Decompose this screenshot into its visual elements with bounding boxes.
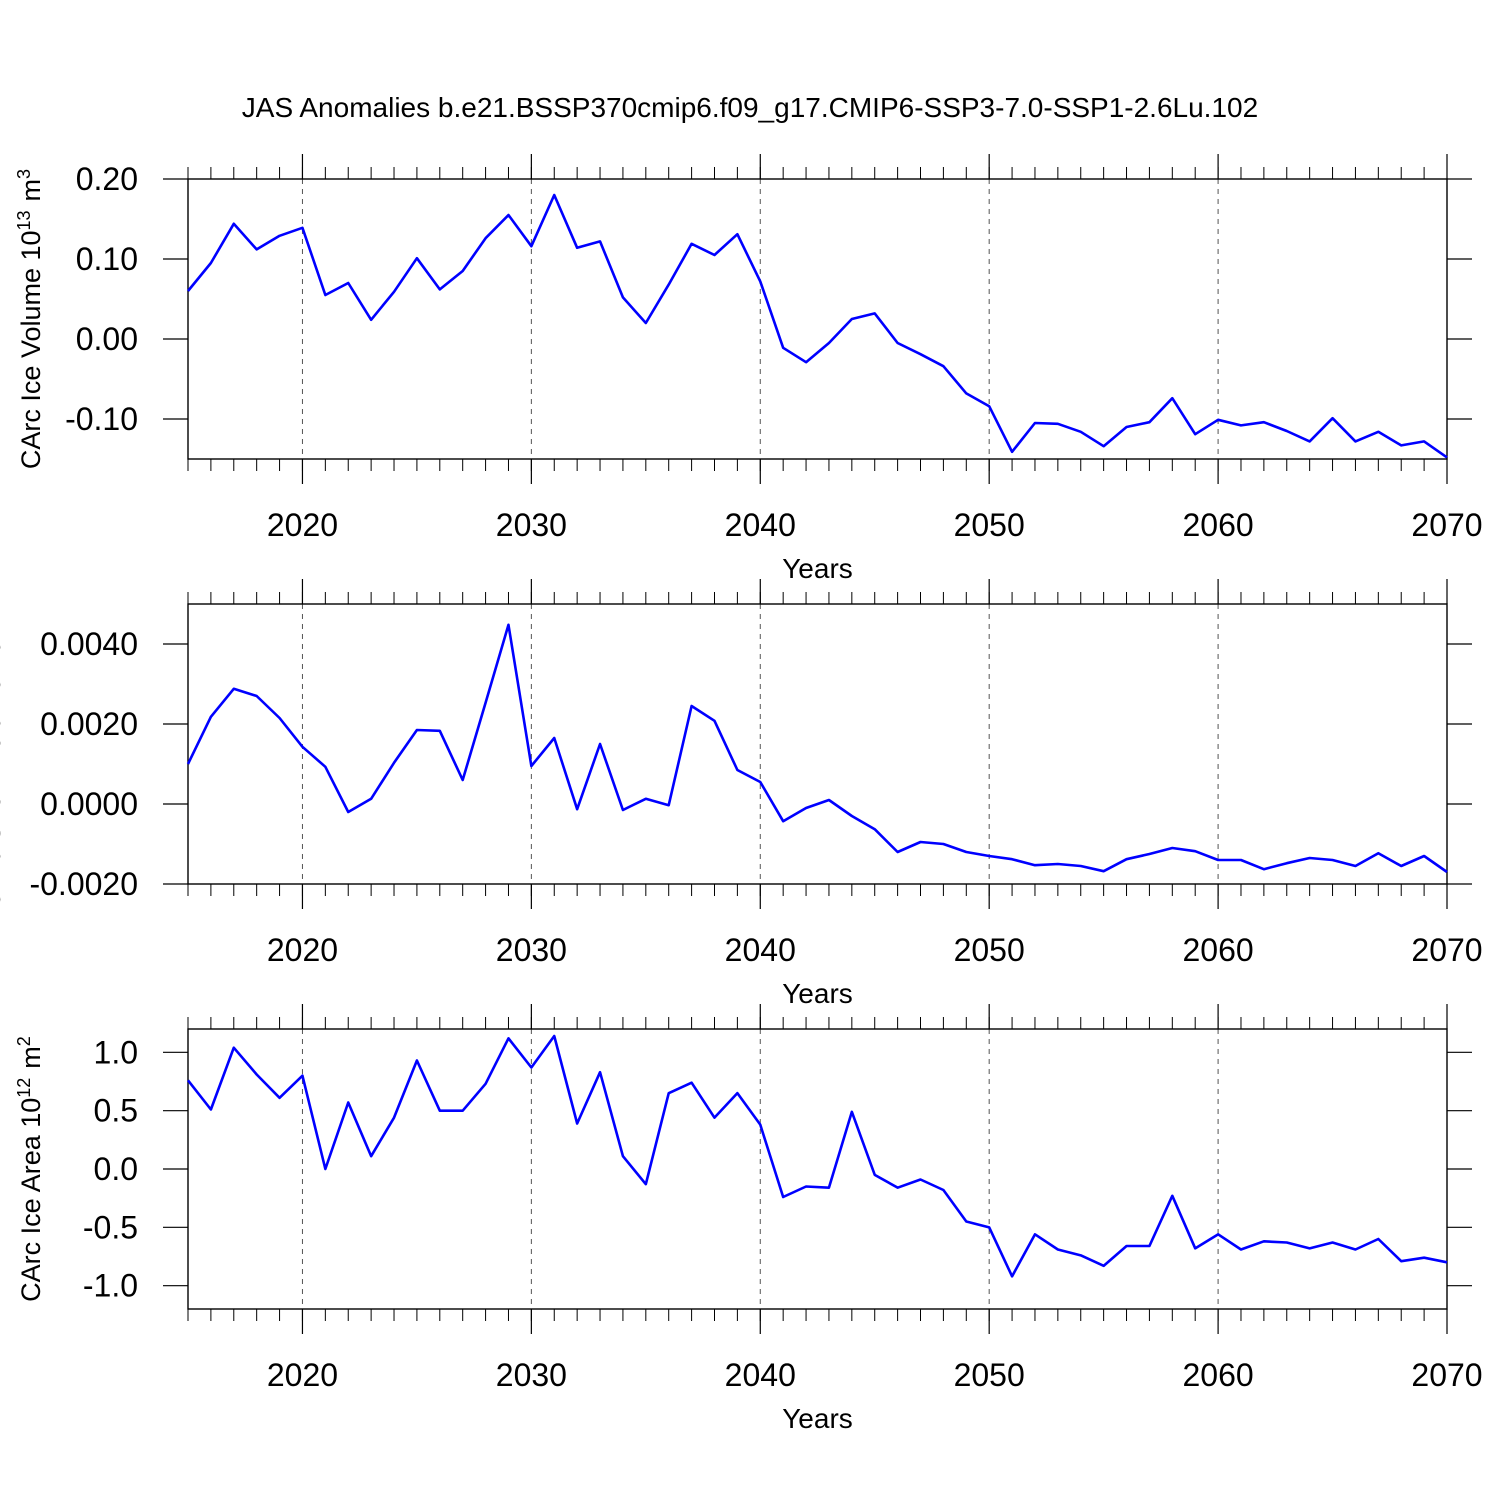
x-axis-label: Years bbox=[782, 553, 853, 584]
y-axis-label: CArc Ice Volume 1013 m3 bbox=[14, 169, 46, 469]
x-tick-label: 2020 bbox=[267, 507, 338, 543]
x-axis-label: Years bbox=[782, 978, 853, 1009]
x-tick-label: 2020 bbox=[267, 932, 338, 968]
plot-frame bbox=[187, 1028, 1448, 1310]
y-label-text: m bbox=[0, 588, 6, 611]
x-tick-label: 2030 bbox=[496, 932, 567, 968]
x-tick-label: 2050 bbox=[954, 1357, 1025, 1393]
y-label-text: CArc Ice Area 10 bbox=[16, 1098, 46, 1302]
plot-frame bbox=[187, 178, 1448, 460]
x-tick-label: 2070 bbox=[1411, 507, 1482, 543]
x-tick-label: 2040 bbox=[725, 1357, 796, 1393]
x-tick-label: 2030 bbox=[496, 1357, 567, 1393]
y-axis-label: CArc Snow Volume 1013m3 bbox=[0, 578, 6, 910]
y-label-text: CArc Snow Volume 10 bbox=[0, 640, 6, 910]
y-tick-label: -1.0 bbox=[83, 1268, 138, 1304]
y-label-text: CArc Ice Volume 10 bbox=[16, 230, 46, 469]
x-tick-label: 2020 bbox=[267, 1357, 338, 1393]
y-label-text: m bbox=[16, 179, 46, 202]
x-tick-label: 2050 bbox=[954, 507, 1025, 543]
x-tick-label: 2060 bbox=[1182, 507, 1253, 543]
y-label-exponent: 13 bbox=[14, 210, 34, 230]
y-tick-label: -0.5 bbox=[83, 1209, 138, 1245]
x-tick-label: 2060 bbox=[1182, 932, 1253, 968]
y-tick-label: 1.0 bbox=[94, 1034, 138, 1070]
x-tick-label: 2070 bbox=[1411, 1357, 1482, 1393]
data-line bbox=[186, 623, 1448, 874]
x-tick-label: 2030 bbox=[496, 507, 567, 543]
y-label-exponent: 2 bbox=[14, 1036, 34, 1046]
y-tick-label: 0.0040 bbox=[40, 626, 138, 662]
y-tick-label: 0.5 bbox=[94, 1093, 138, 1129]
y-label-exponent: 3 bbox=[14, 169, 34, 179]
x-tick-label: 2050 bbox=[954, 932, 1025, 968]
y-tick-label: 0.0000 bbox=[40, 786, 138, 822]
y-label-exponent: 12 bbox=[14, 1078, 34, 1098]
y-tick-label: 0.20 bbox=[76, 161, 138, 197]
y-label-text: m bbox=[16, 1046, 46, 1069]
x-tick-label: 2040 bbox=[725, 932, 796, 968]
x-tick-label: 2070 bbox=[1411, 932, 1482, 968]
y-tick-label: 0.0020 bbox=[40, 706, 138, 742]
data-line bbox=[186, 1034, 1448, 1278]
x-tick-label: 2060 bbox=[1182, 1357, 1253, 1393]
figure-title: JAS Anomalies b.e21.BSSP370cmip6.f09_g17… bbox=[242, 92, 1258, 123]
y-tick-label: -0.0020 bbox=[29, 866, 138, 902]
plot-frame bbox=[187, 603, 1448, 885]
y-tick-label: 0.00 bbox=[76, 321, 138, 357]
y-tick-label: -0.10 bbox=[65, 401, 138, 437]
data-line bbox=[186, 193, 1448, 459]
y-tick-label: 0.0 bbox=[94, 1151, 138, 1187]
y-axis-label: CArc Ice Area 1012 m2 bbox=[14, 1036, 46, 1302]
y-tick-label: 0.10 bbox=[76, 241, 138, 277]
x-axis-label: Years bbox=[782, 1403, 853, 1434]
x-tick-label: 2040 bbox=[725, 507, 796, 543]
